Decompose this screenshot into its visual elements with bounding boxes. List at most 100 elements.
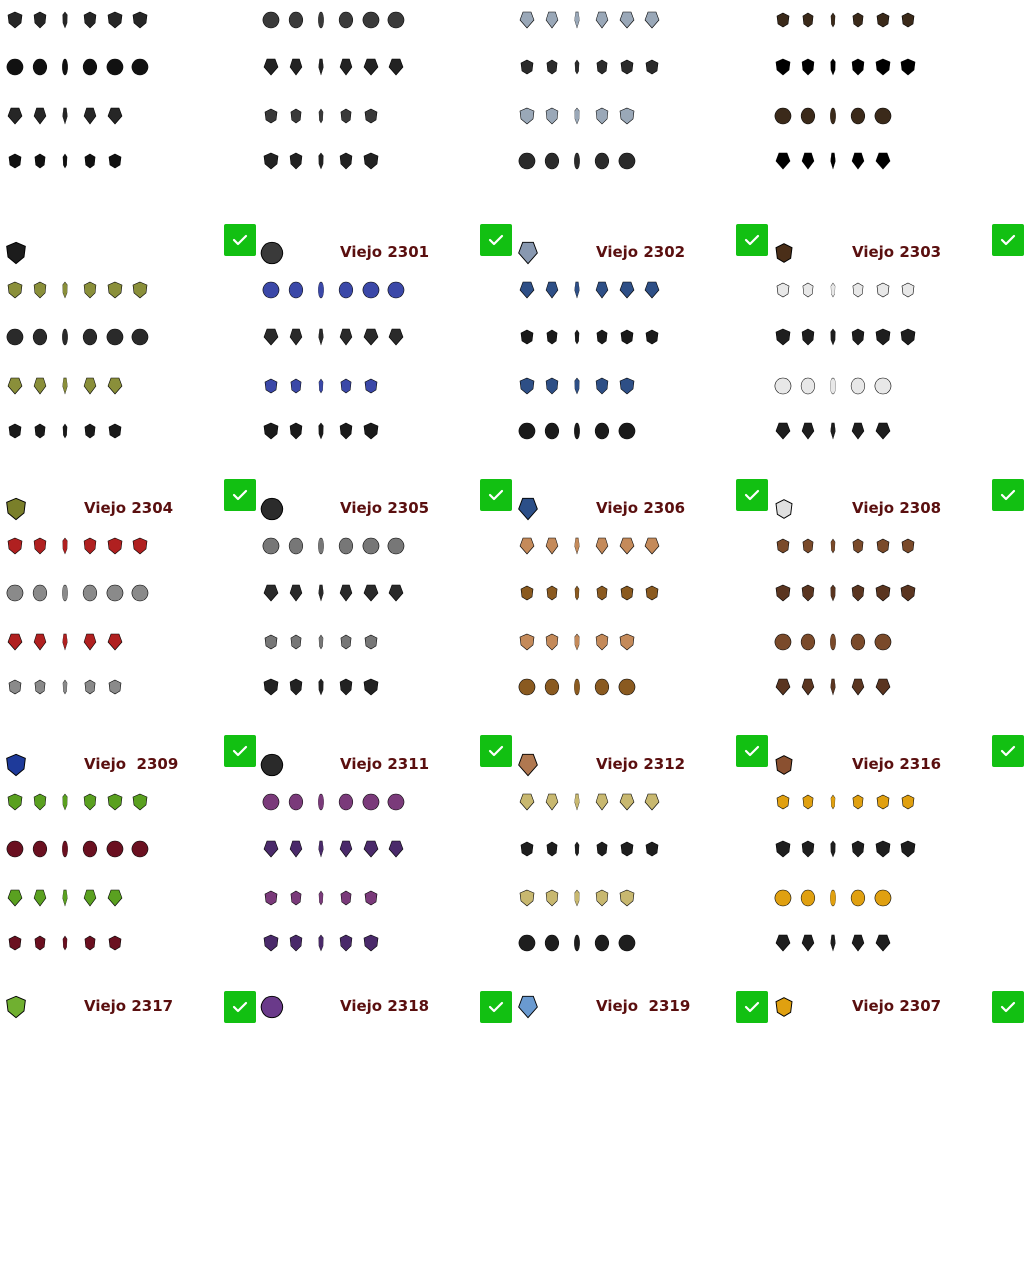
round-studded-shield-icon: [260, 240, 284, 266]
selected-checkmark-icon[interactable]: [224, 479, 256, 511]
shield-sprite-icon: [799, 537, 817, 555]
shield-sprite-icon: [131, 537, 149, 555]
shield-sprite-icon: [874, 152, 892, 170]
shield-sprite-icon: [387, 537, 405, 555]
shield-sprite-icon: [849, 633, 867, 651]
shield-sprite-icon: [824, 584, 842, 602]
selected-checkmark-icon[interactable]: [736, 991, 768, 1023]
shield-sprite-icon: [287, 281, 305, 299]
shield-sprite-icon: [262, 328, 280, 346]
shield-sprite-icon: [568, 584, 586, 602]
selected-checkmark-icon[interactable]: [736, 735, 768, 767]
selected-checkmark-icon[interactable]: [992, 735, 1024, 767]
shield-sprite-icon: [312, 537, 330, 555]
shield-sprite-icon: [849, 934, 867, 952]
sprite-row: [0, 107, 256, 140]
shield-sprite-icon: [899, 11, 917, 29]
sprite-set-label: Viejo 2306: [596, 499, 686, 517]
shield-sprite-icon: [593, 281, 611, 299]
shield-sprite-icon: [106, 678, 124, 696]
shield-sprite-icon: [849, 152, 867, 170]
sprite-row: [768, 538, 1024, 570]
shield-sprite-icon: [287, 840, 305, 858]
shield-sprite-icon: [131, 584, 149, 602]
shield-sprite-icon: [262, 678, 280, 696]
shield-sprite-icon: [643, 793, 661, 811]
shield-sprite-icon: [106, 889, 124, 907]
shield-sprite-icon: [337, 584, 355, 602]
shield-sprite-icon: [312, 328, 330, 346]
selected-checkmark-icon[interactable]: [480, 735, 512, 767]
shield-sprite-icon: [518, 633, 536, 651]
shield-sprite-icon: [337, 58, 355, 76]
shield-sprite-icon: [56, 328, 74, 346]
sprite-cell: Viejo 2309: [0, 753, 256, 1024]
shield-sprite-icon: [362, 152, 380, 170]
selected-checkmark-icon[interactable]: [992, 224, 1024, 256]
shield-sprite-icon: [824, 537, 842, 555]
shield-sprite-icon: [824, 152, 842, 170]
shield-sprite-icon: [56, 537, 74, 555]
shield-sprite-icon: [262, 840, 280, 858]
shield-sprite-icon: [312, 152, 330, 170]
sprite-row: [256, 422, 512, 455]
shield-sprite-icon: [31, 377, 49, 395]
selected-checkmark-icon[interactable]: [480, 991, 512, 1023]
shield-sprite-icon: [799, 840, 817, 858]
shield-sprite-icon: [774, 281, 792, 299]
shield-sprite-icon: [312, 889, 330, 907]
sprite-set-label: Viejo 2303: [852, 243, 942, 261]
selected-checkmark-icon[interactable]: [480, 224, 512, 256]
shield-sprite-icon: [774, 107, 792, 125]
sprite-cell: Viejo 2316: [768, 755, 1024, 1024]
shield-sprite-icon: [362, 58, 380, 76]
shield-sprite-icon: [518, 678, 536, 696]
selected-checkmark-icon[interactable]: [480, 479, 512, 511]
sprite-row: [768, 107, 1024, 140]
selected-checkmark-icon[interactable]: [224, 735, 256, 767]
sprite-cell: Viejo 2319: [512, 995, 768, 1280]
shield-sprite-icon: [568, 11, 586, 29]
shield-sprite-icon: [362, 11, 380, 29]
sprite-row: [0, 11, 256, 44]
sprite-row: [768, 678, 1024, 711]
sprite-row: [512, 59, 768, 91]
selected-checkmark-icon[interactable]: [224, 991, 256, 1023]
shield-sprite-icon: [337, 328, 355, 346]
shield-sprite-icon: [312, 11, 330, 29]
shield-sprite-icon: [518, 281, 536, 299]
shield-sprite-icon: [849, 11, 867, 29]
shield-sprite-icon: [543, 422, 561, 440]
sprite-row: [512, 793, 768, 826]
shield-sprite-icon: [6, 889, 24, 907]
selected-checkmark-icon[interactable]: [992, 479, 1024, 511]
selected-checkmark-icon[interactable]: [736, 224, 768, 256]
shield-sprite-icon: [774, 584, 792, 602]
shield-sprite-icon: [618, 107, 636, 125]
shield-sprite-icon: [362, 678, 380, 696]
blue-heater-shield-icon: [516, 496, 540, 522]
selected-checkmark-icon[interactable]: [992, 991, 1024, 1023]
shield-sprite-icon: [81, 889, 99, 907]
shield-sprite-icon: [337, 934, 355, 952]
shield-sprite-icon: [337, 633, 355, 651]
shield-sprite-icon: [618, 328, 636, 346]
shield-sprite-icon: [618, 281, 636, 299]
selected-checkmark-icon[interactable]: [736, 479, 768, 511]
shield-sprite-icon: [518, 889, 536, 907]
sprite-row: [768, 584, 1024, 617]
shield-sprite-icon: [106, 107, 124, 125]
shield-sprite-icon: [81, 678, 99, 696]
shield-sprite-icon: [31, 934, 49, 952]
sprite-set-label: Viejo 2301: [340, 243, 430, 261]
shield-sprite-icon: [849, 422, 867, 440]
shield-sprite-icon: [56, 934, 74, 952]
shield-sprite-icon: [337, 422, 355, 440]
shield-sprite-icon: [593, 328, 611, 346]
shield-sprite-icon: [799, 377, 817, 395]
shield-sprite-icon: [81, 328, 99, 346]
shield-sprite-icon: [849, 328, 867, 346]
selected-checkmark-icon[interactable]: [224, 224, 256, 256]
shield-sprite-icon: [262, 281, 280, 299]
shield-sprite-icon: [643, 11, 661, 29]
